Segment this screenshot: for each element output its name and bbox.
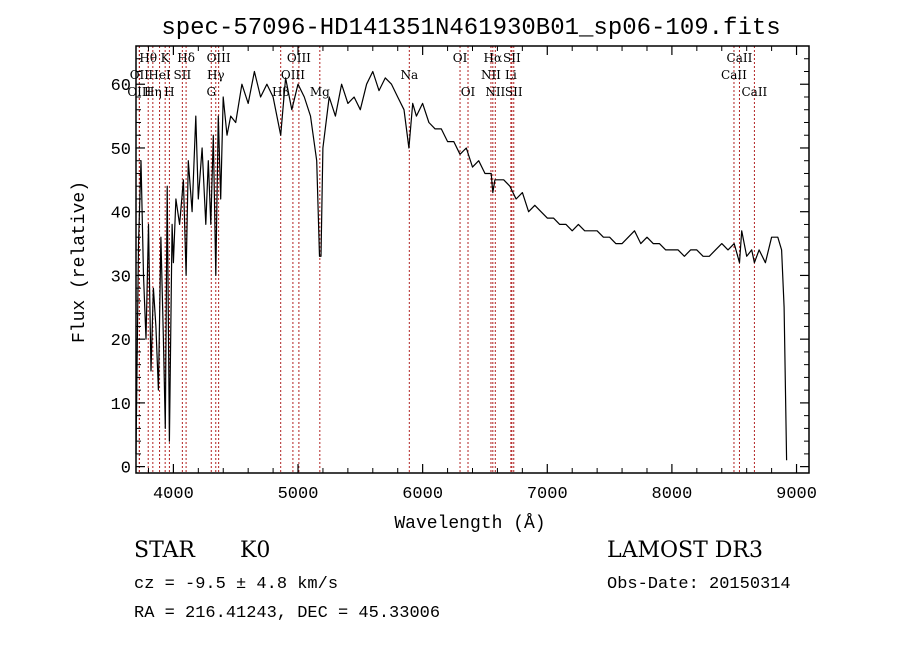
line-marker-label: Hθ xyxy=(139,51,157,65)
line-marker-label: SII xyxy=(174,68,192,82)
spectrum-line xyxy=(135,70,788,461)
line-marker-label: SII xyxy=(503,51,521,65)
y-tick-label: 40 xyxy=(111,205,131,224)
line-marker-label: Li xyxy=(505,68,517,82)
line-marker-label: Hγ xyxy=(207,68,225,82)
survey-label: LAMOST DR3 xyxy=(607,538,763,563)
y-tick-label: 0 xyxy=(121,460,131,479)
spectral-subclass-label: K0 xyxy=(240,538,271,563)
object-class-label: STAR xyxy=(134,538,195,563)
x-axis-label: Wavelength (Å) xyxy=(394,513,545,534)
line-marker-label: OIII xyxy=(287,51,311,65)
y-tick-label: 20 xyxy=(111,332,131,351)
line-marker-label: CaII xyxy=(727,51,753,65)
y-axis-label: Flux (relative) xyxy=(70,181,90,343)
line-marker-label: K xyxy=(161,51,171,65)
line-marker-label: CaII xyxy=(721,68,747,82)
line-marker-label: HeI xyxy=(148,68,171,82)
line-marker-label: Na xyxy=(400,68,418,82)
line-marker-label: SII xyxy=(505,85,523,99)
x-tick-label: 7000 xyxy=(527,485,568,504)
x-axis: 4000 5000 6000 7000 8000 9000 xyxy=(147,46,817,504)
line-marker-label: OI xyxy=(461,85,476,99)
line-marker-layer xyxy=(138,46,755,473)
plot-frame xyxy=(135,45,810,474)
line-marker-label: NII xyxy=(485,85,505,99)
y-axis: 0 10 20 30 40 50 60 xyxy=(111,45,809,479)
line-marker-label: NII xyxy=(481,68,501,82)
line-marker-label: CaII xyxy=(741,85,767,99)
line-marker-label: Hδ xyxy=(177,51,195,65)
line-marker-label: OI xyxy=(453,51,468,65)
line-marker-label: H xyxy=(164,85,174,99)
y-tick-label: 60 xyxy=(111,77,131,96)
line-marker-label: OIII xyxy=(281,68,305,82)
line-marker-label: OIII xyxy=(127,85,151,99)
x-tick-label: 9000 xyxy=(776,485,817,504)
chart-title: spec-57096-HD141351N461930B01_sp06-109.f… xyxy=(161,15,780,42)
redshift-label: cz = -9.5 ± 4.8 km/s xyxy=(134,575,339,594)
y-tick-label: 10 xyxy=(111,396,131,415)
y-tick-label: 30 xyxy=(111,268,131,287)
x-tick-label: 5000 xyxy=(278,485,319,504)
x-tick-label: 6000 xyxy=(402,485,443,504)
obs-date-label: Obs-Date: 20150314 xyxy=(607,575,791,594)
line-marker-label: OIII xyxy=(207,51,231,65)
coordinates-label: RA = 216.41243, DEC = 45.33006 xyxy=(134,604,441,623)
line-marker-label: G xyxy=(206,85,216,99)
y-tick-label: 50 xyxy=(111,141,131,160)
line-marker-label: Mg xyxy=(310,85,330,99)
x-tick-label: 4000 xyxy=(153,485,194,504)
line-marker-label: Hα xyxy=(484,51,503,65)
x-tick-label: 8000 xyxy=(652,485,693,504)
line-marker-label: OII xyxy=(130,68,150,82)
line-marker-label: Hη xyxy=(144,85,162,99)
